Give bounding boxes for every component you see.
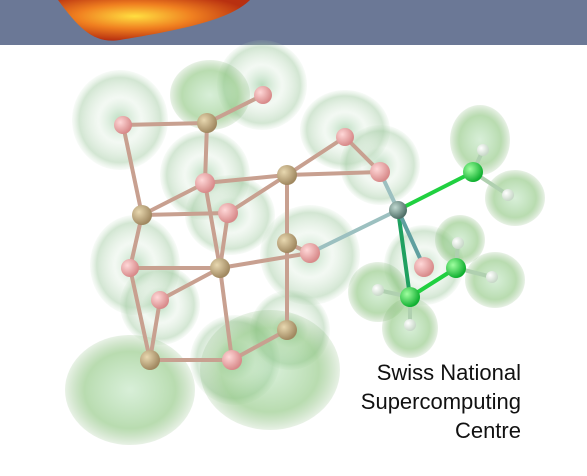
atom — [372, 284, 384, 296]
atom — [502, 189, 514, 201]
atom — [389, 201, 407, 219]
atom — [404, 319, 416, 331]
atom — [222, 350, 242, 370]
atom — [277, 320, 297, 340]
density-cloud — [200, 310, 340, 430]
atom — [197, 113, 217, 133]
atom — [414, 257, 434, 277]
caption-line: Centre — [455, 418, 521, 443]
atom — [452, 237, 464, 249]
density-cloud — [485, 170, 545, 226]
atom — [486, 271, 498, 283]
atom — [477, 144, 489, 156]
atom — [446, 258, 466, 278]
atom — [140, 350, 160, 370]
atom — [218, 203, 238, 223]
atom — [114, 116, 132, 134]
atom — [277, 165, 297, 185]
atom — [336, 128, 354, 146]
atom — [151, 291, 169, 309]
atom — [300, 243, 320, 263]
atom — [254, 86, 272, 104]
atom — [463, 162, 483, 182]
atom — [132, 205, 152, 225]
visualization: Swiss National Supercomputing Centre — [0, 0, 587, 476]
bond — [142, 213, 228, 215]
atom — [121, 259, 139, 277]
density-cloud — [65, 335, 195, 445]
caption-line: Swiss National — [377, 360, 521, 385]
bond — [123, 123, 207, 125]
atom — [195, 173, 215, 193]
density-cloud — [450, 105, 510, 175]
atom — [370, 162, 390, 182]
atom — [400, 287, 420, 307]
page: Swiss National Supercomputing Centre (()… — [0, 0, 587, 476]
caption-line: Supercomputing — [361, 389, 521, 414]
atom — [210, 258, 230, 278]
atom — [277, 233, 297, 253]
